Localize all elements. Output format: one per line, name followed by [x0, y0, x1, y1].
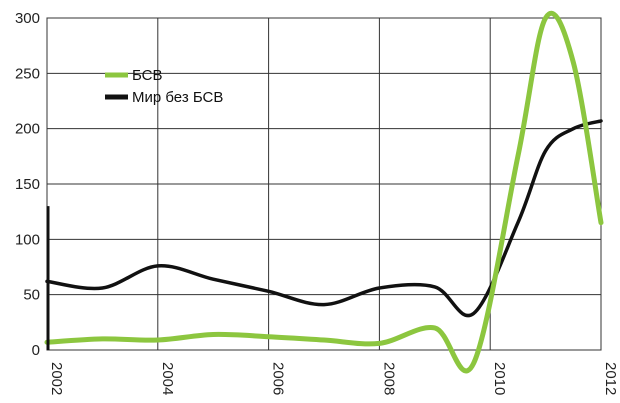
legend-label: БСВ	[132, 67, 163, 84]
x-tick-label: 2008	[380, 362, 397, 395]
y-tick-label: 250	[15, 65, 40, 82]
grid-lines	[46, 17, 602, 351]
y-tick-label: 150	[15, 176, 40, 193]
y-tick-label: 100	[15, 231, 40, 248]
y-tick-label: 300	[15, 10, 40, 27]
y-axis-ticks: 0 50 100 150 200 250 300	[15, 10, 40, 359]
x-tick-label: 2006	[270, 362, 287, 395]
y-tick-label: 0	[32, 342, 40, 359]
x-tick-label: 2004	[159, 362, 176, 395]
series-lines	[44, 10, 604, 374]
legend: БСВ Мир без БСВ	[105, 67, 223, 106]
series-line-world-without-bsv	[45, 119, 603, 318]
series-line-bsv	[44, 10, 604, 374]
y-tick-label: 200	[15, 121, 40, 138]
y-tick-label: 50	[23, 287, 40, 304]
x-tick-label: 2012	[602, 362, 619, 395]
x-tick-label: 2010	[491, 362, 508, 395]
legend-label: Мир без БСВ	[132, 89, 223, 106]
x-axis-ticks: 2002 2004 2006 2008 2010 2012	[48, 362, 619, 395]
x-tick-label: 2002	[48, 362, 65, 395]
